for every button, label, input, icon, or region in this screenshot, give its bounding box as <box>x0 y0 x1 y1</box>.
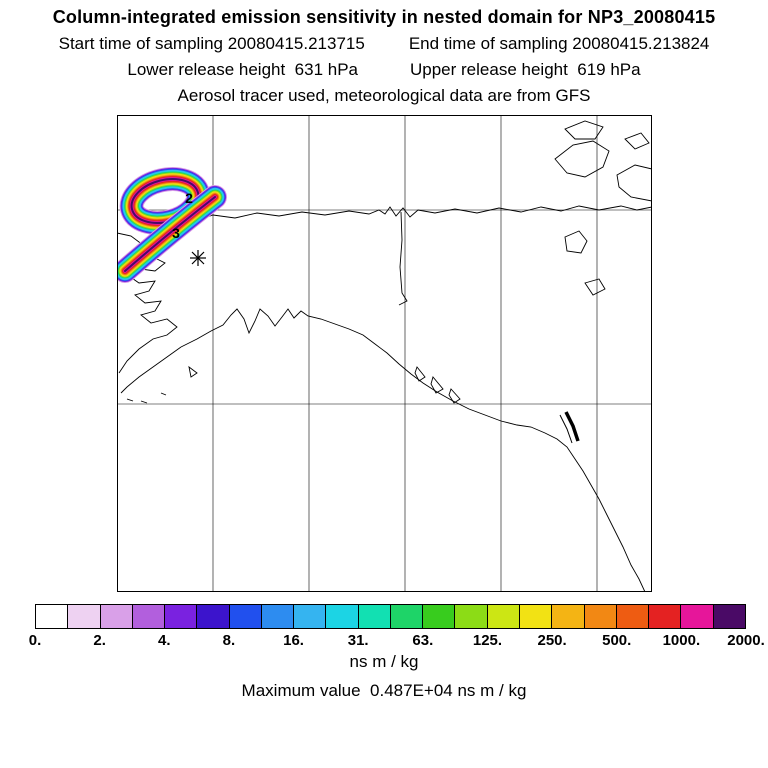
colorbar-segment <box>423 605 456 628</box>
colorbar-tick-label: 500. <box>602 632 632 649</box>
lower-release-text: Lower release height 631 hPa <box>127 60 358 79</box>
colorbar-segment <box>36 605 69 628</box>
figure-title: Column-integrated emission sensitivity i… <box>52 7 716 27</box>
colorbar-segment <box>165 605 198 628</box>
trajectory-label-3: 3 <box>172 225 180 241</box>
colorbar-tick-label: 2. <box>93 632 106 649</box>
colorbar-tick-label: 31. <box>347 632 369 649</box>
map-svg: 2 3 <box>113 115 653 593</box>
release-heights-line: Lower release height 631 hPa Upper relea… <box>0 60 768 80</box>
colorbar-segment <box>68 605 101 628</box>
colorbar-segment <box>197 605 230 628</box>
colorbar-segment <box>294 605 327 628</box>
colorbar-tick-label: 0. <box>28 632 42 649</box>
colorbar-segment <box>390 605 424 628</box>
colorbar-tick-label: 125. <box>472 632 503 649</box>
colorbar-tick-label: 2000. <box>727 632 765 649</box>
colorbar-segment <box>681 605 714 628</box>
colorbar-segment <box>132 605 166 628</box>
release-marker-icon <box>190 250 206 266</box>
colorbar-segment <box>584 605 617 628</box>
start-time-text: Start time of sampling 20080415.213715 <box>58 34 365 53</box>
colorbar-tick-label: 1000. <box>662 632 701 649</box>
colorbar-segment <box>229 605 262 628</box>
tracer-info-line: Aerosol tracer used, meteorological data… <box>177 86 591 105</box>
colorbar-tick-label: 63. <box>412 632 434 649</box>
colorbar-tick-label: 250. <box>537 632 567 649</box>
colorbar-segment <box>552 605 585 628</box>
colorbar-tick-label: 8. <box>222 632 236 649</box>
coastlines <box>116 120 653 593</box>
colorbar-segment <box>519 605 553 628</box>
colorbar <box>35 604 746 629</box>
max-value-line: Maximum value 0.487E+04 ns m / kg <box>241 681 527 700</box>
colorbar-units-label: ns m / kg <box>349 652 419 671</box>
colorbar-segment <box>100 605 133 628</box>
upper-release-text: Upper release height 619 hPa <box>410 60 641 79</box>
colorbar-segment <box>649 605 682 628</box>
colorbar-tick-labels: 0. 2. 4. 8. 16. 31. 63. 125. 250. 500. 1000. 2000. <box>29 632 765 650</box>
end-time-text: End time of sampling 20080415.213824 <box>408 34 710 53</box>
colorbar-segment <box>326 605 359 628</box>
colorbar-segment <box>455 605 488 628</box>
colorbar-segment <box>358 605 391 628</box>
trajectory-label-2: 2 <box>185 190 193 206</box>
emission-plume <box>113 167 227 283</box>
colorbar-segment <box>616 605 650 628</box>
map-panel: 2 3 <box>113 115 653 593</box>
colorbar-segment <box>713 605 745 628</box>
colorbar-segment <box>487 605 520 628</box>
map-border <box>117 115 652 592</box>
colorbar-tick-label: 16. <box>283 632 304 649</box>
sampling-times-line: Start time of sampling 20080415.213715 E… <box>0 34 768 54</box>
colorbar-segment <box>261 605 295 628</box>
colorbar-tick-label: 4. <box>158 632 171 649</box>
